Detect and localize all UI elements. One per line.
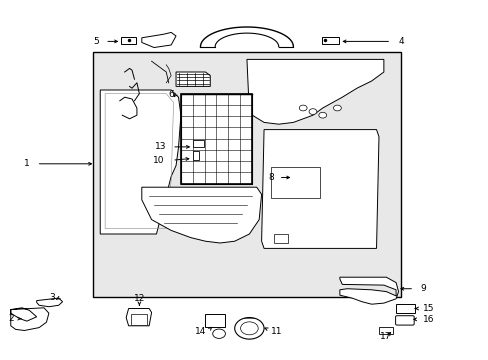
Polygon shape — [246, 59, 383, 124]
Text: 6: 6 — [168, 90, 174, 99]
Text: 9: 9 — [419, 284, 425, 293]
Bar — [321, 37, 339, 44]
Polygon shape — [37, 298, 62, 307]
Bar — [378, 327, 392, 334]
Bar — [273, 234, 287, 243]
Circle shape — [299, 105, 306, 111]
Circle shape — [333, 105, 341, 111]
Polygon shape — [100, 90, 181, 234]
Bar — [131, 314, 146, 325]
Polygon shape — [339, 277, 398, 304]
Text: 16: 16 — [422, 315, 433, 324]
Circle shape — [234, 318, 264, 339]
Text: 3: 3 — [49, 292, 55, 302]
Bar — [193, 151, 199, 160]
Text: 17: 17 — [379, 333, 390, 341]
Text: 8: 8 — [268, 173, 274, 182]
Polygon shape — [261, 130, 378, 248]
Text: 11: 11 — [270, 327, 282, 336]
Text: 1: 1 — [24, 159, 30, 168]
Polygon shape — [142, 32, 176, 48]
Text: 12: 12 — [133, 294, 145, 303]
FancyBboxPatch shape — [395, 316, 413, 325]
Polygon shape — [11, 308, 49, 330]
Bar — [193, 140, 203, 147]
Text: 2: 2 — [8, 314, 14, 323]
Bar — [93, 52, 400, 297]
Polygon shape — [176, 72, 210, 86]
Text: 15: 15 — [422, 304, 433, 313]
Bar — [395, 304, 414, 313]
Text: 13: 13 — [154, 143, 166, 152]
Circle shape — [308, 109, 316, 114]
Polygon shape — [142, 187, 261, 243]
Text: 4: 4 — [397, 37, 403, 46]
Text: 14: 14 — [194, 328, 206, 336]
Bar — [121, 37, 136, 44]
Bar — [205, 314, 224, 327]
Text: 5: 5 — [93, 37, 99, 46]
Circle shape — [318, 112, 326, 118]
Bar — [181, 94, 251, 184]
Polygon shape — [126, 309, 151, 326]
Bar — [181, 94, 251, 184]
Circle shape — [212, 329, 225, 338]
Bar — [271, 167, 320, 198]
Text: 10: 10 — [153, 156, 164, 165]
